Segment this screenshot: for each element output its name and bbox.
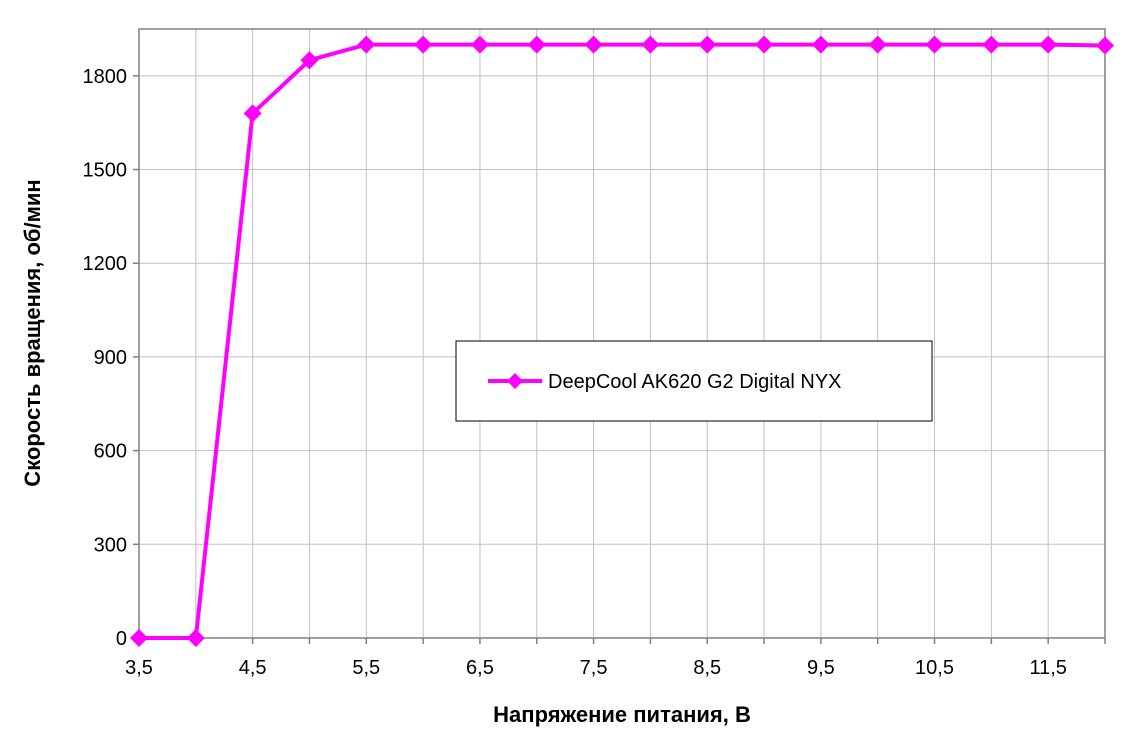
vertical-gridlines (195, 29, 1049, 638)
data-point (1096, 36, 1114, 55)
series-layer (130, 35, 1114, 647)
legend-series-marker (507, 373, 523, 389)
x-tick-label: 9,5 (807, 657, 835, 679)
data-point (300, 51, 319, 70)
data-point (130, 629, 148, 647)
y-axis-title: Скорость вращения, об/мин (20, 179, 45, 486)
data-point (811, 35, 830, 54)
x-axis-tick-labels: 3,5 4,5 5,5 6,5 7,5 8,5 9,5 10,5 11,5 (125, 638, 1106, 679)
y-tick-label: 600 (94, 441, 127, 463)
data-point (755, 35, 774, 54)
y-tick-label: 1500 (83, 160, 128, 182)
x-tick-label: 4,5 (239, 657, 267, 679)
data-point (1039, 35, 1058, 54)
data-point (698, 35, 717, 54)
y-tick-label: 1800 (83, 66, 128, 88)
x-tick-label: 6,5 (466, 657, 494, 679)
horizontal-gridlines (139, 75, 1105, 545)
data-point (868, 35, 887, 54)
plot-area (139, 29, 1105, 638)
data-point (925, 35, 944, 54)
series-line (139, 42, 1106, 640)
x-tick-label: 11,5 (1029, 657, 1066, 679)
data-point (186, 629, 205, 647)
x-tick-label: 7,5 (580, 657, 608, 679)
x-tick-label: 8,5 (693, 657, 721, 679)
data-point (243, 104, 262, 123)
x-tick-label: 10,5 (915, 657, 954, 679)
data-point (641, 35, 660, 54)
y-axis-tick-labels: 0 300 600 900 1200 1500 1800 (83, 66, 139, 650)
data-point (982, 35, 1001, 54)
plot-border (138, 28, 1106, 639)
data-point (414, 35, 433, 54)
y-tick-label: 900 (94, 347, 127, 369)
legend: DeepCool AK620 G2 Digital NYX (455, 340, 933, 422)
y-tick-label: 1200 (83, 253, 128, 275)
legend-label: DeepCool AK620 G2 Digital NYX (548, 371, 842, 393)
y-tick-label: 0 (116, 628, 127, 650)
x-axis-title: Напряжение питания, В (493, 702, 751, 727)
data-point (527, 35, 546, 54)
x-tick-label: 3,5 (125, 657, 153, 679)
data-point (357, 35, 376, 54)
x-tick-label: 5,5 (352, 657, 380, 679)
data-point (584, 35, 603, 54)
y-tick-label: 300 (94, 534, 127, 556)
data-point (470, 35, 489, 54)
